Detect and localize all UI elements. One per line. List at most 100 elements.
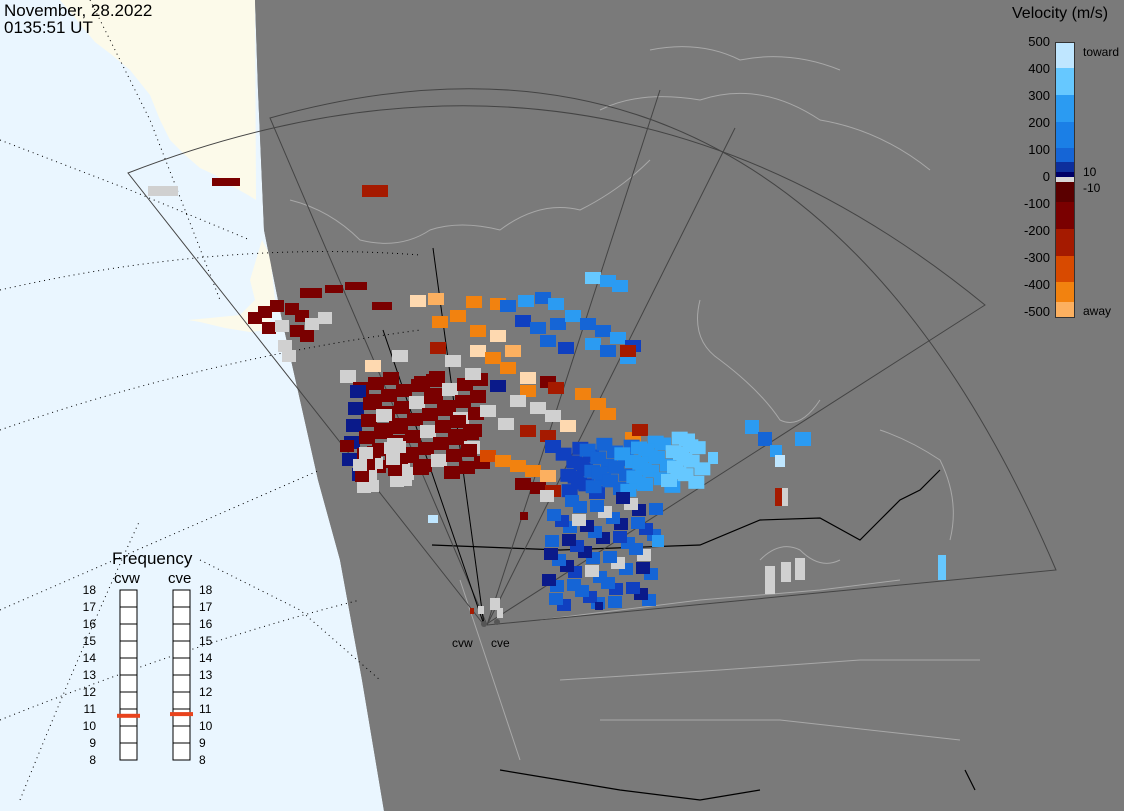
velocity-cell (781, 562, 791, 582)
colorbar-segment (1055, 304, 1075, 306)
colorbar-segment (1055, 86, 1075, 88)
colorbar-segment (1055, 283, 1075, 285)
velocity-cell (470, 390, 486, 403)
colorbar-segment (1055, 285, 1075, 287)
velocity-cell (383, 372, 399, 385)
colorbar-segment (1055, 51, 1075, 53)
velocity-scatter (148, 178, 946, 618)
colorbar-segment (1055, 205, 1075, 207)
velocity-cell (381, 389, 397, 402)
velocity-cell (613, 531, 627, 543)
velocity-cell (540, 335, 556, 347)
colorbar-border (1055, 42, 1075, 318)
frequency-level-label: 11 (199, 702, 212, 716)
velocity-cell (775, 455, 785, 467)
colorbar-segment (1055, 124, 1075, 126)
velocity-cell (795, 432, 811, 446)
velocity-cell (278, 340, 292, 352)
colorbar-segment (1055, 80, 1075, 82)
velocity-cell (770, 445, 782, 457)
colorbar-segment (1055, 241, 1075, 243)
velocity-cell (359, 431, 375, 444)
colorbar-segment (1055, 162, 1075, 164)
colorbar-tick-label: 500 (1028, 34, 1050, 49)
velocity-cell (688, 475, 705, 489)
colorbar-segment (1055, 188, 1075, 190)
colorbar-segment (1055, 164, 1075, 166)
velocity-cell (547, 509, 561, 521)
colorbar-segment (1055, 306, 1075, 308)
colorbar-segment (1055, 166, 1075, 168)
colorbar-segment (1055, 198, 1075, 200)
velocity-cell (418, 442, 434, 455)
lat-lon-grid (0, 0, 421, 801)
colorbar-segment (1055, 95, 1075, 97)
colorbar-segment (1055, 207, 1075, 209)
colorbar-segment (1055, 219, 1075, 221)
velocity-cell (448, 432, 464, 445)
colorbar-segment (1055, 264, 1075, 266)
timestamp-time: 0135:51 UT (4, 18, 93, 37)
colorbar-segment (1055, 210, 1075, 212)
colorbar-segment (1055, 267, 1075, 269)
colorbar-segment (1055, 215, 1075, 217)
colorbar-segment (1055, 50, 1075, 52)
colorbar-segment (1055, 263, 1075, 265)
velocity-cell (430, 342, 446, 354)
coastlines (289, 46, 980, 761)
colorbar-segment (1055, 213, 1075, 215)
colorbar-segment (1055, 294, 1075, 296)
colorbar-segment (1055, 139, 1075, 141)
colorbar-segment (1055, 260, 1075, 262)
velocity-cell (465, 368, 481, 380)
colorbar-segment (1055, 163, 1075, 165)
frequency-gauges (117, 589, 193, 761)
radar-label-cvw: cvw (452, 636, 473, 650)
velocity-cell (558, 342, 574, 354)
colorbar-segment (1055, 45, 1075, 47)
velocity-cell (745, 420, 759, 434)
colorbar-segment (1055, 69, 1075, 71)
velocity-cell (426, 374, 442, 387)
colorbar-segment (1055, 54, 1075, 56)
colorbar-tick-label: 200 (1028, 115, 1050, 130)
frequency-marker-cve (170, 712, 193, 717)
colorbar-segment (1055, 288, 1075, 290)
velocity-cell (359, 447, 373, 459)
colorbar-segment (1055, 135, 1075, 137)
velocity-cell (549, 593, 563, 605)
velocity-cell (386, 453, 400, 465)
colorbar-segment (1055, 71, 1075, 73)
colorbar-segment (1055, 225, 1075, 227)
colorbar-segment (1055, 46, 1075, 48)
colorbar-segment (1055, 155, 1075, 157)
velocity-cell (350, 385, 366, 398)
colorbar-segment (1055, 169, 1075, 171)
velocity-cell (548, 298, 564, 310)
colorbar-segment (1055, 157, 1075, 159)
colorbar-segment (1055, 168, 1075, 170)
colorbar-segment (1055, 239, 1075, 241)
frequency-level-label: 15 (199, 634, 213, 648)
colorbar-segment (1055, 133, 1075, 135)
colorbar-segment (1055, 111, 1075, 113)
colorbar-segment (1055, 193, 1075, 195)
frequency-level-label: 15 (82, 634, 96, 648)
colorbar-segment (1055, 127, 1075, 129)
colorbar-segment (1055, 269, 1075, 271)
velocity-cell (422, 408, 438, 421)
colorbar-segment (1055, 229, 1075, 231)
colorbar-segment (1055, 251, 1075, 253)
velocity-cell (595, 325, 611, 337)
velocity-cell (535, 292, 551, 304)
frequency-level-label: 8 (89, 753, 96, 767)
colorbar-segment (1055, 183, 1075, 185)
colorbar-segment (1055, 122, 1075, 124)
velocity-cell (562, 534, 576, 546)
velocity-cell (575, 388, 591, 400)
colorbar-segment (1055, 112, 1075, 114)
velocity-cell (694, 462, 711, 476)
colorbar-segment (1055, 106, 1075, 108)
velocity-cell (424, 391, 440, 404)
velocity-cell (374, 426, 390, 439)
